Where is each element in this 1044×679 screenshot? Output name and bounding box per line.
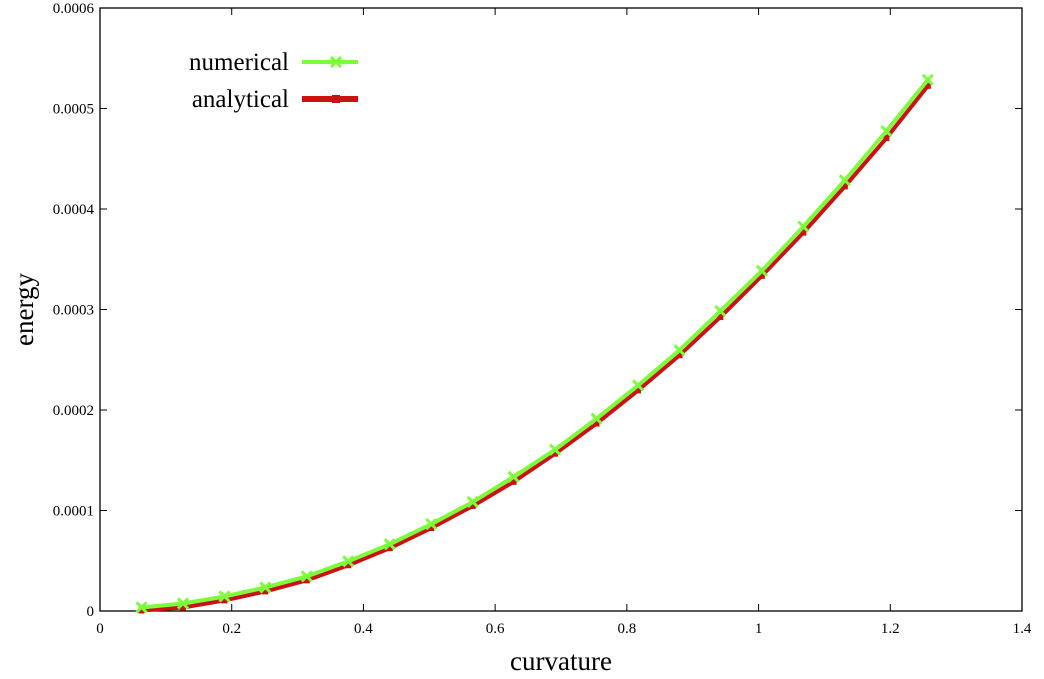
marker-stroke [590,412,603,425]
x-tick-label: 0.8 [617,621,636,637]
data-point-analytical [758,272,765,279]
y-axis: 0 0.0001 0.0002 0.0003 0.0004 0.0005 0.0006 [53,1,1022,620]
series-numerical [135,73,934,614]
data-point-numerical [507,470,520,483]
series-line-numerical [141,78,930,610]
marker-stroke [838,174,851,187]
x-axis: 0 0.2 0.4 0.6 0.8 1 1.2 1.4 [96,8,1032,637]
marker-stroke [673,344,686,357]
marker-stroke [342,555,355,568]
series-layer [135,73,934,614]
legend-label-analytical: analytical [192,86,289,113]
data-point-numerical [549,443,562,456]
x-tick-label: 0.4 [354,621,373,637]
data-point-analytical [924,82,931,89]
legend-marker [329,55,343,69]
data-point-analytical [138,607,145,614]
x-tick-label: 0 [96,621,104,637]
data-point-numerical [383,538,396,551]
y-tick-label: 0.0005 [53,102,94,118]
marker-stroke [880,125,893,138]
data-point-numerical [755,264,768,277]
data-point-analytical [345,562,352,569]
data-point-analytical [676,352,683,359]
marker-stroke [259,581,272,594]
marker-stroke [135,601,148,614]
legend-marker [332,95,340,103]
marker-stroke [176,597,190,610]
marker-stroke [425,518,438,531]
data-point-numerical [176,597,190,610]
data-point-numerical [838,174,851,187]
marker-stroke [300,570,313,583]
data-point-numerical [797,220,810,233]
data-point-analytical [717,314,724,321]
data-point-analytical [303,577,310,584]
data-point-numerical [880,125,893,138]
data-point-numerical [425,518,438,531]
marker-stroke [755,264,768,277]
marker-stroke [714,304,727,318]
data-point-analytical [386,545,393,552]
marker-stroke [797,220,810,233]
marker-stroke [631,379,645,392]
marker-stroke [218,590,231,603]
data-point-analytical [221,597,228,604]
marker-stroke [921,73,934,86]
data-point-analytical [593,420,600,427]
x-tick-label: 1.4 [1013,621,1032,637]
data-point-numerical [259,581,272,594]
marker-stroke [466,495,479,509]
data-point-analytical [428,525,435,532]
data-point-analytical [262,588,269,595]
y-tick-label: 0.0002 [53,403,94,419]
series-line-analytical [141,84,930,613]
data-point-numerical [466,495,479,509]
data-point-analytical [800,229,807,236]
marker-stroke [383,538,396,551]
data-point-analytical [552,450,559,457]
data-point-numerical [714,304,727,318]
data-point-numerical [631,379,645,392]
legend: numerical analytical [189,49,358,113]
data-point-analytical [510,478,517,485]
data-point-analytical [179,604,186,611]
marker-stroke [549,443,562,456]
legend-label-numerical: numerical [189,49,289,76]
data-point-numerical [590,412,603,425]
y-tick-label: 0 [87,604,95,620]
data-point-numerical [218,590,231,603]
data-point-analytical [469,502,476,509]
y-tick-label: 0.0004 [53,202,95,218]
y-tick-label: 0.0001 [53,504,94,520]
y-tick-label: 0.0006 [53,1,95,17]
data-point-numerical [300,570,313,583]
x-axis-title: curvature [510,646,612,676]
x-tick-label: 0.6 [486,621,505,637]
x-tick-label: 0.2 [222,621,241,637]
data-point-numerical [921,73,934,86]
data-point-numerical [135,601,148,614]
marker-stroke [507,470,520,483]
x-tick-label: 1 [755,621,763,637]
x-tick-label: 1.2 [881,621,900,637]
data-point-analytical [883,135,890,142]
data-point-analytical [635,387,642,394]
data-point-numerical [342,555,355,568]
y-axis-title: energy [9,273,39,346]
data-point-analytical [841,183,848,190]
data-point-numerical [673,344,686,357]
y-tick-label: 0.0003 [53,303,94,319]
series-analytical [138,82,931,614]
